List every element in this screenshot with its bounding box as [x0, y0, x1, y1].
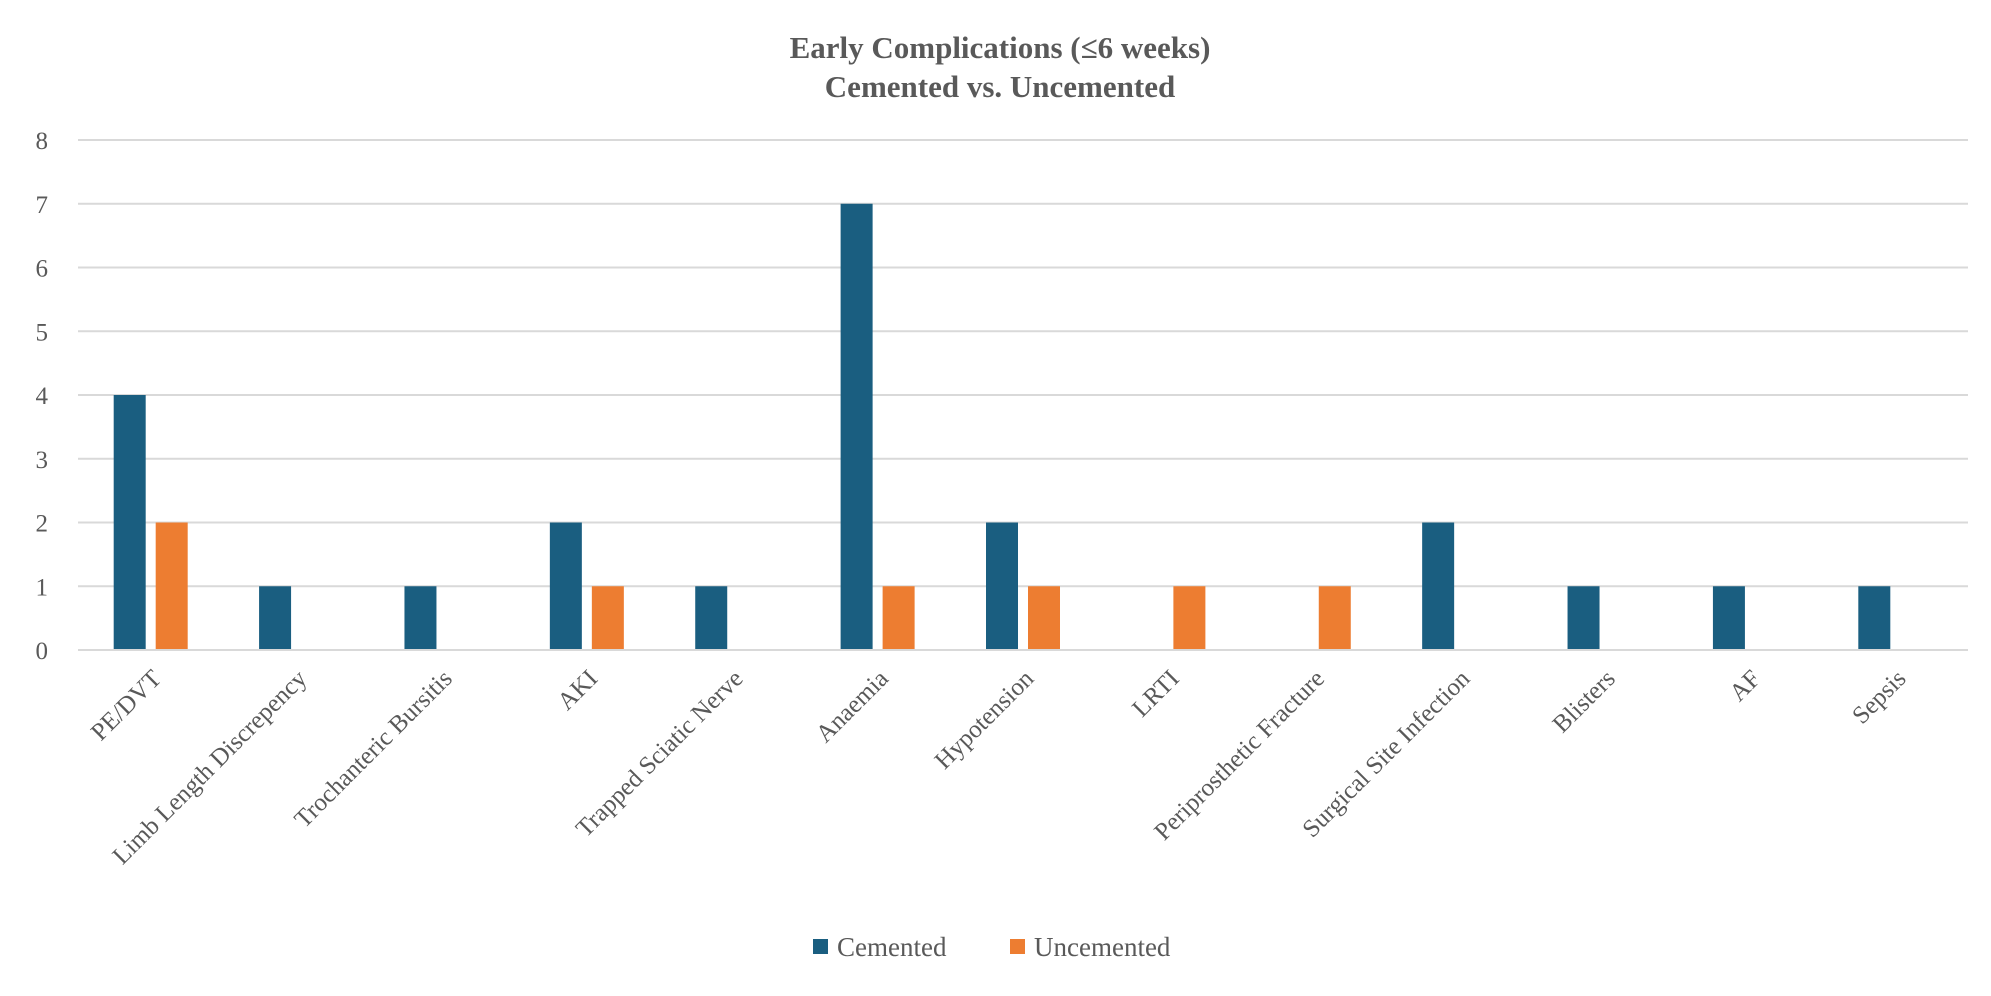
bar-cemented-trochanteric-bursitis — [404, 586, 437, 650]
bar-cemented-sepsis — [1858, 586, 1891, 650]
y-tick-label: 0 — [36, 638, 49, 665]
legend-label-cemented: Cemented — [837, 932, 947, 962]
legend: Cemented Uncemented — [813, 932, 1171, 962]
bars — [113, 203, 1891, 650]
legend-label-uncemented: Uncemented — [1034, 932, 1171, 962]
bar-uncemented-anaemia — [882, 586, 915, 650]
bar-uncemented-hypotension — [1028, 586, 1060, 650]
y-tick-label: 4 — [36, 383, 49, 410]
gridlines — [78, 139, 1968, 588]
bar-uncemented-periprosthetic-fracture — [1318, 586, 1351, 650]
legend-swatch-cemented — [813, 939, 828, 954]
bar-uncemented-pe-dvt — [155, 522, 188, 650]
bar-cemented-trapped-sciatic-nerve — [695, 586, 728, 650]
bar-cemented-surgical-site-infection — [1422, 522, 1455, 650]
bar-cemented-af — [1712, 586, 1745, 650]
bar-cemented-limb-length-discrepency — [259, 586, 292, 650]
y-tick-label: 6 — [36, 256, 49, 283]
y-axis-ticks: 0 1 2 3 4 5 6 7 8 — [36, 128, 49, 665]
y-tick-label: 1 — [36, 574, 49, 601]
bar-cemented-hypotension — [986, 522, 1018, 650]
bar-uncemented-lrti — [1173, 586, 1206, 650]
y-tick-label: 7 — [36, 192, 49, 219]
y-tick-label: 5 — [36, 319, 49, 346]
bar-cemented-aki — [549, 522, 582, 650]
legend-swatch-uncemented — [1010, 939, 1025, 954]
chart-subtitle: Cemented vs. Uncemented — [825, 69, 1175, 104]
bar-cemented-pe-dvt — [113, 395, 146, 650]
legend-item-uncemented: Uncemented — [1010, 932, 1171, 962]
y-tick-label: 2 — [36, 511, 49, 538]
bar-cemented-anaemia — [840, 203, 873, 650]
y-tick-label: 3 — [36, 447, 49, 474]
bar-cemented-blisters — [1567, 586, 1600, 650]
y-tick-label: 8 — [36, 128, 49, 155]
bar-uncemented-aki — [591, 586, 624, 650]
legend-item-cemented: Cemented — [813, 932, 947, 962]
chart-title: Early Complications (≤6 weeks) — [790, 30, 1211, 65]
